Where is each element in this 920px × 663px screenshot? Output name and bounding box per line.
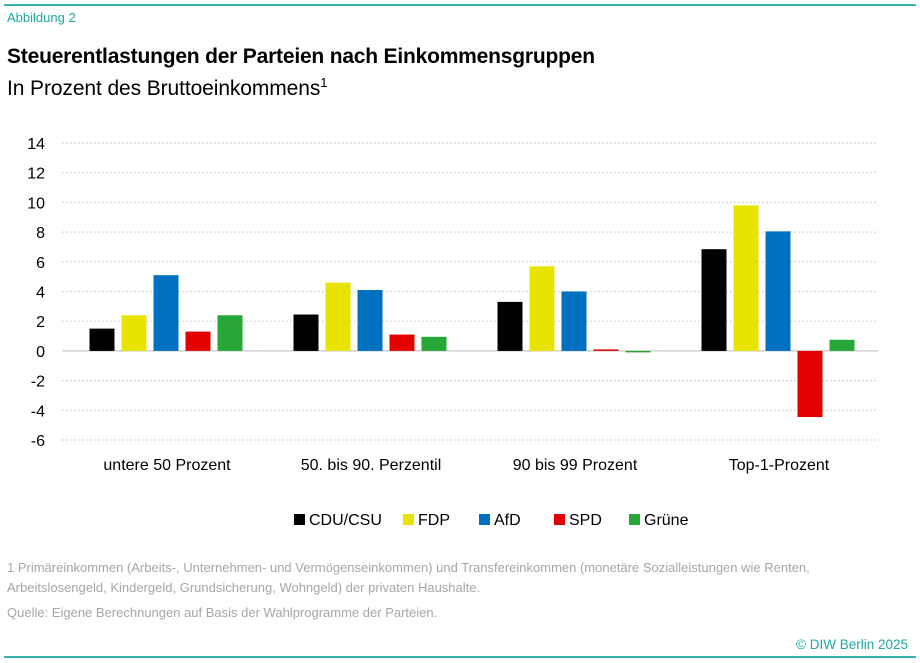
bar-fdp [733, 205, 759, 351]
bar-cdu-csu [89, 328, 115, 351]
legend-swatch [403, 514, 414, 525]
bar-afd [765, 231, 791, 351]
bar-cdu-csu [701, 249, 727, 351]
y-tick-label: 6 [36, 255, 45, 272]
legend-swatch [629, 514, 640, 525]
bar-gr-ne [829, 339, 855, 351]
legend-item: AfD [479, 512, 521, 529]
bar-fdp [529, 266, 555, 351]
bar-gr-ne [625, 350, 651, 353]
footnote: 1 Primäreinkommen (Arbeits-, Unternehmen… [7, 560, 810, 595]
y-tick-label: 12 [27, 166, 45, 183]
legend-label: FDP [418, 512, 450, 529]
bar-gr-ne [217, 315, 243, 351]
y-tick-label: -4 [31, 403, 45, 420]
bar-cdu-csu [293, 314, 319, 351]
bar-cdu-csu [497, 301, 523, 351]
legend-swatch [479, 514, 490, 525]
top-rule [4, 4, 916, 6]
bottom-rule [4, 656, 916, 658]
bar-gr-ne [421, 336, 447, 351]
chart-subtitle: In Prozent des Bruttoeinkommens1 [7, 75, 328, 101]
bar-fdp [325, 282, 351, 351]
bar-afd [153, 275, 179, 351]
legend-label: AfD [494, 512, 521, 529]
footnote-mark: 1 [320, 75, 328, 90]
y-tick-label: 4 [36, 285, 45, 302]
bar-afd [561, 291, 587, 351]
bar-chart: -6 -4 -2 0 2 4 6 8 10 12 14 untere 50 Prozent 50. b… [27, 136, 878, 529]
x-tick-label: 50. bis 90. Perzentil [301, 457, 442, 474]
y-axis-ticks: -6 -4 -2 0 2 4 6 8 10 12 14 [27, 136, 45, 450]
x-tick-label: 90 bis 99 Prozent [513, 457, 638, 474]
legend-label: CDU/CSU [309, 512, 382, 529]
x-tick-label: Top-1-Prozent [729, 457, 830, 474]
legend-swatch [554, 514, 565, 525]
bar-fdp [121, 315, 147, 351]
y-tick-label: -6 [31, 433, 45, 450]
bar-afd [357, 290, 383, 351]
y-tick-label: 10 [27, 195, 45, 212]
y-tick-label: 8 [36, 225, 45, 242]
y-tick-label: 14 [27, 136, 45, 153]
bar-spd [593, 349, 619, 351]
bar-spd [185, 331, 211, 351]
legend: CDU/CSU FDP AfD SPD Grüne [294, 512, 689, 529]
legend-item: SPD [554, 512, 602, 529]
y-tick-label: 2 [36, 314, 45, 331]
legend-item: FDP [403, 512, 450, 529]
legend-swatch [294, 514, 305, 525]
copyright: © DIW Berlin 2025 [796, 637, 908, 652]
legend-label: Grüne [644, 512, 689, 529]
x-tick-label: untere 50 Prozent [103, 457, 231, 474]
bars [89, 205, 855, 417]
source-note: Quelle: Eigene Berechnungen auf Basis de… [7, 605, 438, 620]
legend-label: SPD [569, 512, 602, 529]
bar-spd [389, 334, 415, 351]
figure-label: Abbildung 2 [7, 10, 76, 25]
bar-spd [797, 350, 823, 417]
y-tick-label: -2 [31, 374, 45, 391]
subtitle-text: In Prozent des Bruttoeinkommens [7, 77, 321, 100]
y-tick-label: 0 [36, 344, 45, 361]
legend-item: CDU/CSU [294, 512, 382, 529]
legend-item: Grüne [629, 512, 689, 529]
chart-title: Steuerentlastungen der Parteien nach Ein… [7, 45, 595, 68]
x-axis-labels: untere 50 Prozent 50. bis 90. Perzentil 90… [103, 457, 829, 474]
